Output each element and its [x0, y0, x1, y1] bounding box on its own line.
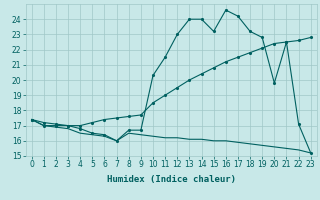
X-axis label: Humidex (Indice chaleur): Humidex (Indice chaleur)	[107, 175, 236, 184]
